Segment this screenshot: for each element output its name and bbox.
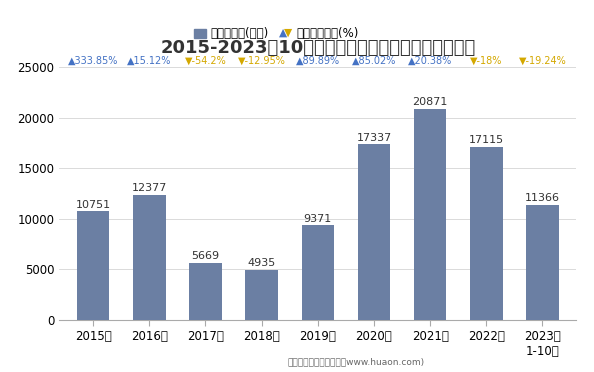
Text: ▲85.02%: ▲85.02% <box>352 56 396 66</box>
Bar <box>133 195 166 320</box>
Text: 4935: 4935 <box>248 259 276 269</box>
Text: 12377: 12377 <box>132 183 167 193</box>
Text: 17115: 17115 <box>469 135 504 145</box>
Text: 9371: 9371 <box>304 214 332 224</box>
Text: 17337: 17337 <box>356 133 391 143</box>
Text: ▲20.38%: ▲20.38% <box>408 56 452 66</box>
Title: 2015-2023年10月大连商品交易所聚丙烯期货成交量: 2015-2023年10月大连商品交易所聚丙烯期货成交量 <box>160 39 475 57</box>
Text: ▼-54.2%: ▼-54.2% <box>185 56 226 66</box>
Bar <box>245 270 278 320</box>
Text: ▲15.12%: ▲15.12% <box>127 56 172 66</box>
Text: ▲333.85%: ▲333.85% <box>68 56 118 66</box>
Text: 20871: 20871 <box>412 97 448 107</box>
Text: 10751: 10751 <box>75 200 110 209</box>
Text: 5669: 5669 <box>191 251 220 261</box>
Text: ▼-19.24%: ▼-19.24% <box>519 56 566 66</box>
Bar <box>414 109 447 320</box>
Bar <box>470 147 503 320</box>
Text: 制图：华经产业研究院（www.huaon.com): 制图：华经产业研究院（www.huaon.com) <box>288 357 425 366</box>
Bar <box>526 205 559 320</box>
Bar <box>77 211 109 320</box>
Bar <box>358 144 390 320</box>
Bar <box>302 225 334 320</box>
Text: ▼-12.95%: ▼-12.95% <box>238 56 286 66</box>
Text: 11366: 11366 <box>525 193 560 203</box>
Text: ▲89.89%: ▲89.89% <box>296 56 340 66</box>
Bar <box>189 263 222 320</box>
Legend: 期货成交量(万手), 累计同比增长(%): 期货成交量(万手), 累计同比增长(%) <box>194 27 359 40</box>
Text: ▼-18%: ▼-18% <box>470 56 503 66</box>
